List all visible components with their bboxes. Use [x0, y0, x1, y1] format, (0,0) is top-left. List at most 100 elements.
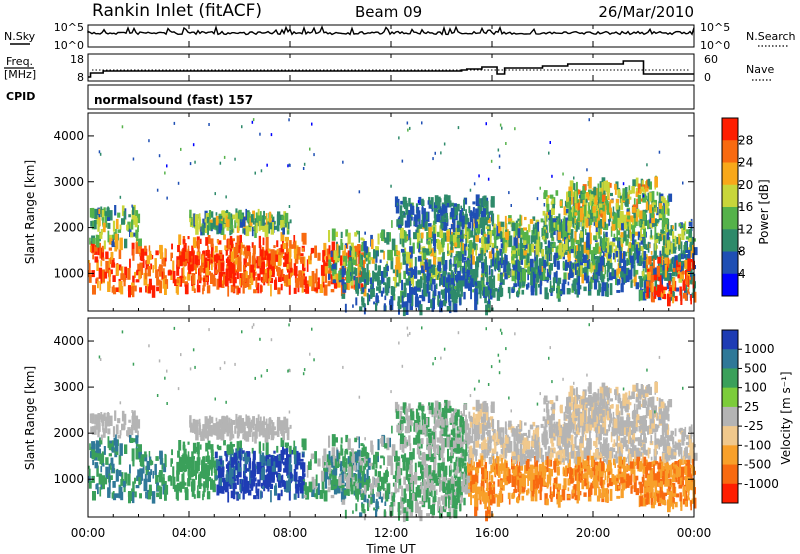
velocity-cell	[129, 464, 131, 474]
power-cell	[323, 285, 327, 295]
power-cell	[208, 210, 212, 220]
velocity-cell	[111, 463, 115, 473]
power-cell	[452, 216, 456, 223]
power-cell	[670, 242, 673, 254]
velocity-cell	[205, 442, 209, 452]
power-cell	[476, 214, 480, 226]
power-cell	[591, 191, 594, 195]
power-cell	[105, 211, 109, 217]
power-cell	[454, 242, 458, 248]
velocity-cell	[222, 480, 226, 491]
velocity-cell	[305, 486, 310, 491]
power-cell	[371, 288, 375, 297]
power-cell	[586, 260, 589, 269]
power-cell	[422, 214, 426, 227]
velocity-cell	[258, 441, 261, 454]
velocity-cell	[99, 486, 102, 497]
power-cell	[673, 246, 677, 250]
power-cell	[535, 283, 538, 296]
power-cell	[641, 252, 645, 264]
velocity-cell	[343, 461, 348, 472]
velocity-cell	[539, 469, 544, 480]
velocity-cell	[239, 454, 242, 468]
velocity-cell	[270, 455, 274, 466]
velocity-cell	[270, 420, 273, 424]
power-cell	[550, 201, 553, 205]
power-cell	[515, 237, 518, 249]
velocity-cell	[108, 453, 112, 457]
velocity-cell	[300, 458, 304, 462]
power-cell	[594, 255, 598, 260]
power-cell	[545, 224, 548, 230]
velocity-cell	[121, 423, 125, 431]
power-cell	[539, 243, 543, 247]
power-cell	[215, 269, 218, 274]
velocity-cell	[257, 414, 260, 425]
power-cell	[486, 212, 490, 220]
power-cell	[226, 264, 230, 270]
power-cell	[633, 274, 637, 287]
power-cell	[188, 251, 192, 263]
power-cell	[449, 290, 451, 294]
velocity-cell	[139, 450, 142, 455]
power-cell	[488, 265, 491, 275]
power-cell	[549, 194, 554, 199]
power-cell	[614, 183, 617, 190]
velocity-cell	[101, 451, 104, 458]
velocity-cell	[170, 458, 173, 464]
power-cell	[543, 190, 548, 197]
date-label: 26/Mar/2010	[598, 3, 694, 21]
power-cell	[338, 247, 341, 254]
power-cell	[621, 254, 624, 259]
power-cell	[455, 203, 460, 212]
power-cell	[541, 227, 544, 237]
power-cell	[213, 254, 217, 262]
power-cell	[207, 249, 210, 259]
power-cell	[366, 292, 369, 298]
power-cell	[673, 277, 676, 288]
power-cell	[377, 265, 381, 276]
velocity-cell	[259, 455, 264, 466]
power-cell	[260, 169, 263, 173]
power-cell	[631, 258, 634, 269]
power-cell	[604, 265, 607, 275]
power-cell	[475, 245, 477, 256]
velocity-cell	[152, 470, 155, 479]
power-cell	[628, 248, 632, 260]
velocity-cell	[138, 477, 141, 486]
power-cell	[658, 260, 662, 273]
power-cell	[423, 208, 426, 219]
power-cell	[198, 222, 201, 230]
power-cell	[542, 235, 545, 240]
power-cell	[500, 261, 503, 269]
power-cell	[201, 255, 204, 263]
power-cell	[608, 245, 612, 257]
power-cell	[417, 270, 422, 275]
power-cell	[134, 285, 137, 292]
power-cell	[108, 247, 112, 251]
velocity-cell	[132, 481, 135, 493]
power-cell	[386, 265, 389, 272]
power-cell	[602, 204, 605, 212]
power-cell	[472, 201, 476, 205]
power-cell	[121, 125, 124, 129]
power-cell	[566, 209, 570, 214]
power-cell	[431, 284, 433, 291]
power-cell	[666, 231, 670, 240]
velocity-cell	[181, 473, 184, 484]
power-cell	[189, 214, 192, 223]
velocity-cell	[123, 416, 126, 425]
power-cell	[462, 267, 466, 280]
velocity-cell	[324, 476, 328, 489]
power-cell	[666, 240, 671, 250]
power-cell	[589, 219, 593, 225]
power-cell	[679, 270, 683, 280]
power-cell	[121, 218, 125, 225]
power-cell	[427, 274, 430, 281]
power-cell	[98, 267, 103, 279]
power-cell	[219, 272, 223, 280]
velocity-cell	[409, 443, 412, 451]
power-cell	[639, 188, 642, 195]
velocity-cell	[108, 463, 111, 476]
velocity-cell	[399, 438, 402, 450]
